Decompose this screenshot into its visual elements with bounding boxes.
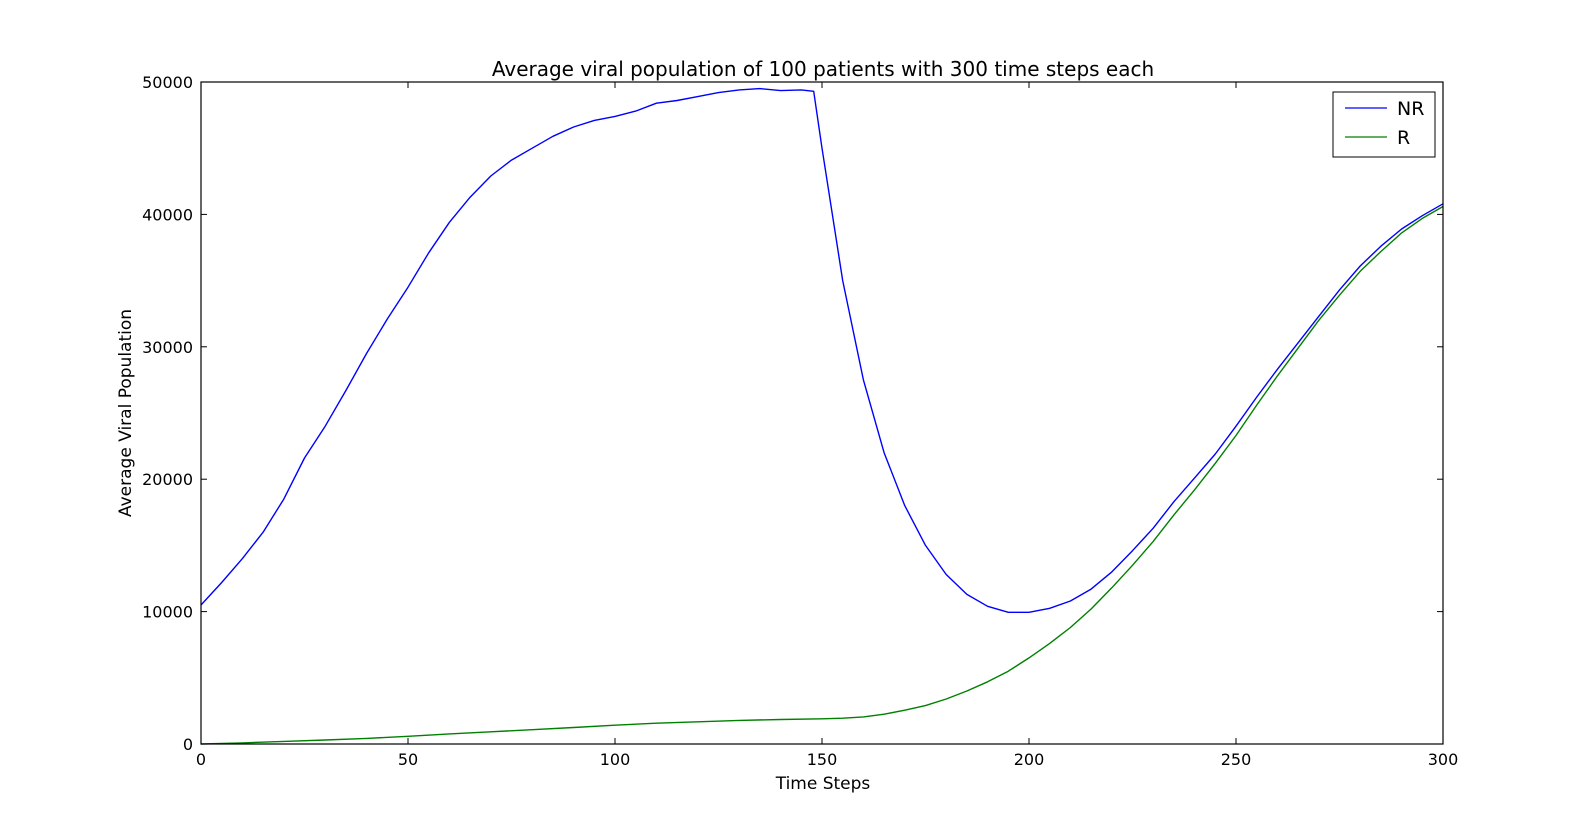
y-tick-label: 20000 xyxy=(142,470,193,489)
legend-label-nr: NR xyxy=(1397,98,1424,120)
series-line-r xyxy=(200,205,1444,745)
y-tick-label: 10000 xyxy=(142,603,193,622)
x-tick-label: 50 xyxy=(398,750,418,769)
x-tick-label: 250 xyxy=(1221,750,1252,769)
x-axis: 0 50 100 150 200 250 300 xyxy=(196,82,1458,769)
x-tick-label: 100 xyxy=(600,750,631,769)
plot-area-frame xyxy=(200,81,1444,745)
y-axis: 0 10000 20000 30000 40000 50000 xyxy=(142,73,1443,754)
chart-title: Average viral population of 100 patients… xyxy=(492,57,1154,81)
x-axis-label: Time Steps xyxy=(775,774,871,794)
y-tick-label: 50000 xyxy=(142,73,193,92)
x-tick-label: 200 xyxy=(1014,750,1045,769)
x-tick-label: 0 xyxy=(196,750,206,769)
series-layer xyxy=(200,87,1444,745)
legend: NR R xyxy=(1332,91,1436,158)
y-axis-label: Average Viral Population xyxy=(116,309,136,517)
y-tick-label: 30000 xyxy=(142,338,193,357)
x-tick-label: 300 xyxy=(1428,750,1459,769)
x-tick-label: 150 xyxy=(807,750,838,769)
y-tick-label: 0 xyxy=(183,735,193,754)
series-line-nr xyxy=(200,87,1444,613)
legend-label-r: R xyxy=(1397,127,1410,149)
y-tick-label: 40000 xyxy=(142,205,193,224)
legend-box xyxy=(1332,91,1436,158)
